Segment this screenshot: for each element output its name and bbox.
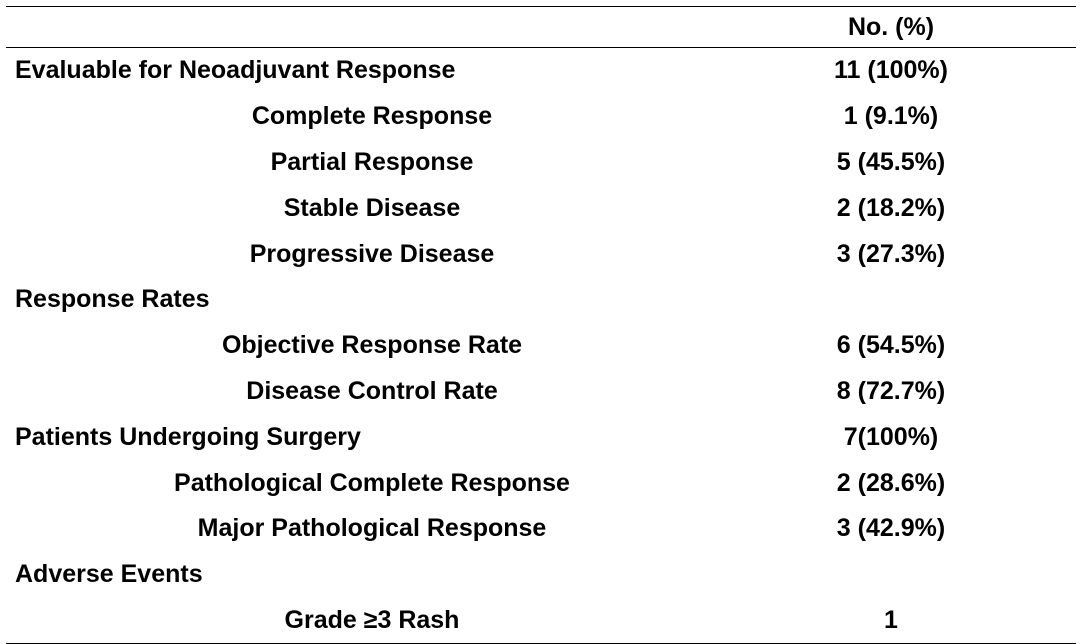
table-row: Objective Response Rate 6 (54.5%) [6, 323, 1076, 369]
table-body: Evaluable for Neoadjuvant Response 11 (10… [6, 48, 1076, 643]
subitem-label: Progressive Disease [249, 239, 495, 268]
row-value: 3 (27.3%) [836, 239, 946, 268]
subitem-label: Disease Control Rate [246, 376, 498, 405]
row-value: 11 (100%) [834, 56, 948, 85]
table-row: Stable Disease 2 (18.2%) [6, 185, 1076, 231]
row-value: 5 (45.5%) [836, 147, 946, 176]
table-header-rule [6, 47, 1076, 48]
table-top-rule [6, 6, 1076, 7]
results-table: No. (%) Evaluable for Neoadjuvant Respon… [6, 6, 1076, 644]
row-value: 6 (54.5%) [836, 331, 946, 360]
table-row: Grade ≥3 Rash 1 [6, 598, 1076, 644]
table-row: Disease Control Rate 8 (72.7%) [6, 369, 1076, 415]
subitem-label: Partial Response [270, 147, 474, 176]
header-value: No. (%) [847, 12, 935, 41]
table-header-row: No. (%) [6, 7, 1076, 47]
row-value [776, 277, 1006, 323]
row-value [776, 552, 1006, 598]
subitem-label: Stable Disease [283, 193, 461, 222]
row-value: 8 (72.7%) [836, 376, 946, 405]
subitem-label: Grade ≥3 Rash [284, 605, 460, 634]
row-value: 2 (18.2%) [836, 193, 946, 222]
table-row: Response Rates [6, 277, 1076, 323]
table-row: Pathological Complete Response 2 (28.6%) [6, 460, 1076, 506]
subitem-label: Objective Response Rate [221, 331, 523, 360]
subitem-label: Complete Response [251, 102, 493, 131]
table-row: Evaluable for Neoadjuvant Response 11 (10… [6, 48, 1076, 94]
section-label: Adverse Events [15, 560, 203, 589]
table-row: Progressive Disease 3 (27.3%) [6, 231, 1076, 277]
section-label: Response Rates [15, 285, 210, 314]
row-value: 7(100%) [843, 422, 939, 451]
table-row: Complete Response 1 (9.1%) [6, 94, 1076, 140]
table-row: Partial Response 5 (45.5%) [6, 140, 1076, 186]
table-row: Patients Undergoing Surgery 7(100%) [6, 414, 1076, 460]
section-label: Evaluable for Neoadjuvant Response [15, 56, 456, 85]
row-value: 3 (42.9%) [836, 514, 946, 543]
table-row: Major Pathological Response 3 (42.9%) [6, 506, 1076, 552]
section-label: Patients Undergoing Surgery [15, 422, 361, 451]
table-row: Adverse Events [6, 552, 1076, 598]
row-value: 2 (28.6%) [836, 468, 946, 497]
row-value: 1 [884, 605, 898, 634]
subitem-label: Pathological Complete Response [174, 468, 570, 497]
subitem-label: Major Pathological Response [197, 514, 547, 543]
row-value: 1 (9.1%) [843, 102, 939, 131]
